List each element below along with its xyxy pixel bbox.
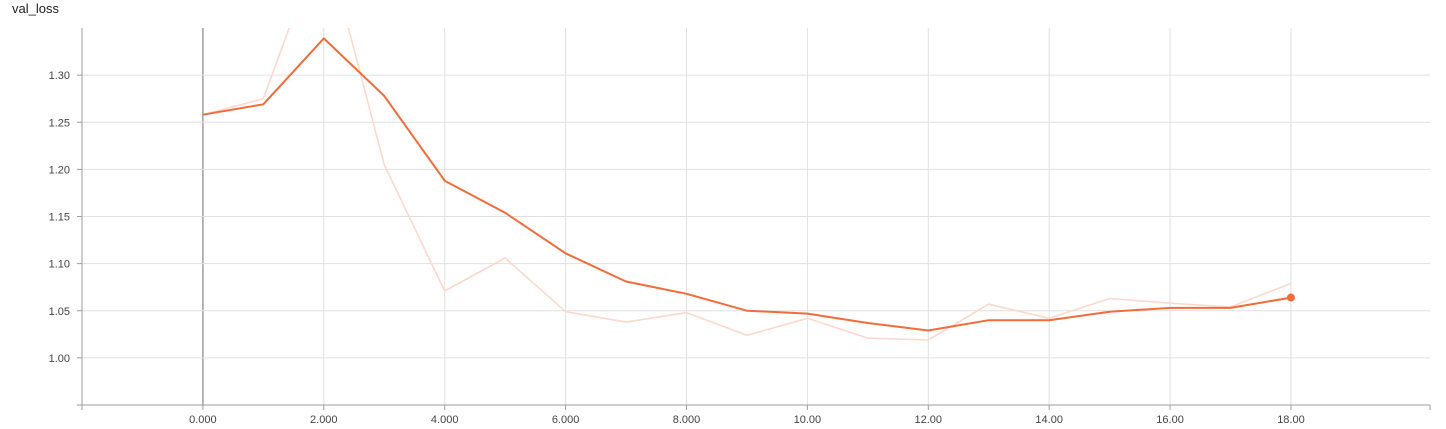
axes	[77, 28, 1431, 410]
x-tick-label: 0.000	[189, 414, 217, 426]
gridlines	[82, 28, 1430, 405]
last-point-marker	[1286, 293, 1295, 302]
tick-labels: 0.000 2.000 4.000 6.000 8.000 10.00 12.00 14.00…	[49, 70, 1305, 426]
y-tick-label: 1.10	[49, 259, 70, 271]
x-tick-label: 8.000	[673, 414, 701, 426]
y-tick-label: 1.00	[49, 353, 70, 365]
x-tick-label: 2.000	[310, 414, 338, 426]
x-tick-label: 10.00	[794, 414, 822, 426]
y-tick-label: 1.05	[49, 306, 70, 318]
chart-title: val_loss	[12, 1, 59, 16]
x-tick-label: 14.00	[1035, 414, 1063, 426]
smoothed-series-line	[202, 37, 1292, 332]
x-tick-label: 16.00	[1156, 414, 1184, 426]
raw-series-line	[202, 28, 1292, 341]
y-tick-label: 1.30	[49, 70, 70, 82]
x-tick-label: 18.00	[1277, 414, 1305, 426]
y-tick-label: 1.15	[49, 212, 70, 224]
x-tick-label: 4.000	[431, 414, 459, 426]
series-layer	[202, 28, 1295, 341]
x-tick-label: 12.00	[915, 414, 943, 426]
y-tick-label: 1.25	[49, 117, 70, 129]
x-tick-label: 6.000	[552, 414, 580, 426]
y-tick-label: 1.20	[49, 164, 70, 176]
